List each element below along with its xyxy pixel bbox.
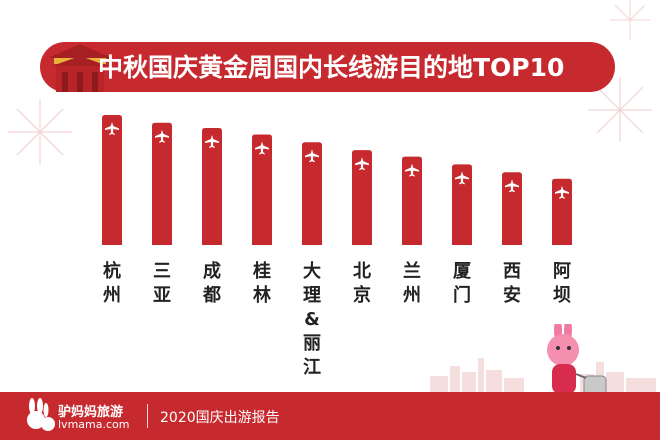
category-label-char: 成	[203, 260, 221, 282]
category-label-char: 林	[253, 284, 271, 306]
category-label-char: 阿	[553, 261, 571, 282]
airplane-icon	[505, 179, 519, 193]
firework-top-right-decoration	[610, 0, 650, 40]
category-label-char: 杭	[103, 260, 121, 282]
title-banner	[40, 42, 615, 92]
category-label-char: 桂	[252, 260, 271, 282]
bar-0	[102, 115, 122, 245]
tiananmen-gate-icon	[48, 44, 112, 92]
bar-8	[502, 172, 522, 245]
airplane-icon	[205, 135, 219, 148]
airplane-icon	[255, 141, 269, 155]
report-label: 2020国庆出游报告	[160, 410, 280, 426]
airplane-icon	[155, 129, 169, 143]
category-label-char: 亚	[153, 285, 171, 306]
firework-right-decoration	[588, 78, 652, 142]
category-label-char: 州	[402, 285, 421, 306]
city-skyline-decoration	[430, 358, 656, 392]
bar-3	[252, 134, 272, 245]
bar-9	[552, 178, 572, 245]
bar-6	[402, 156, 422, 245]
category-label-char: 北	[353, 261, 371, 282]
airplane-icon	[555, 185, 569, 199]
footer-divider	[147, 404, 148, 428]
bar-1	[152, 122, 172, 245]
category-label-char: 理	[303, 285, 321, 306]
category-label-char: 大	[303, 260, 321, 282]
category-label-char: 江	[303, 357, 321, 378]
category-label-char: 厦	[453, 261, 472, 282]
brand-name: 驴妈妈旅游	[58, 405, 124, 420]
chart-title: 中秋国庆黄金周国内长线游目的地TOP10	[98, 53, 565, 82]
bar-4	[302, 142, 322, 245]
airplane-icon	[105, 122, 119, 135]
footer-bar	[0, 392, 660, 440]
brand-domain: lvmama.com	[58, 418, 130, 431]
firework-left-decoration	[8, 100, 72, 164]
bar-7	[452, 164, 472, 245]
airplane-icon	[355, 157, 369, 171]
lvmama-logo-icon	[27, 398, 55, 431]
category-label-char: 京	[353, 284, 371, 306]
airplane-icon	[405, 163, 419, 177]
airplane-icon	[455, 171, 469, 185]
category-label-char: 州	[102, 285, 121, 306]
bar-5	[352, 150, 372, 245]
airplane-icon	[305, 149, 319, 163]
category-label-char: &	[304, 309, 320, 330]
category-label-char: 都	[202, 285, 221, 306]
category-label-char: 安	[503, 284, 521, 306]
category-label-char: 丽	[303, 333, 321, 354]
category-label-char: 兰	[403, 260, 421, 282]
category-label-char: 西	[503, 261, 521, 282]
category-label-char: 三	[153, 261, 171, 282]
bar-2	[202, 128, 222, 245]
category-label-char: 门	[453, 284, 471, 306]
category-label-char: 坝	[553, 285, 571, 306]
